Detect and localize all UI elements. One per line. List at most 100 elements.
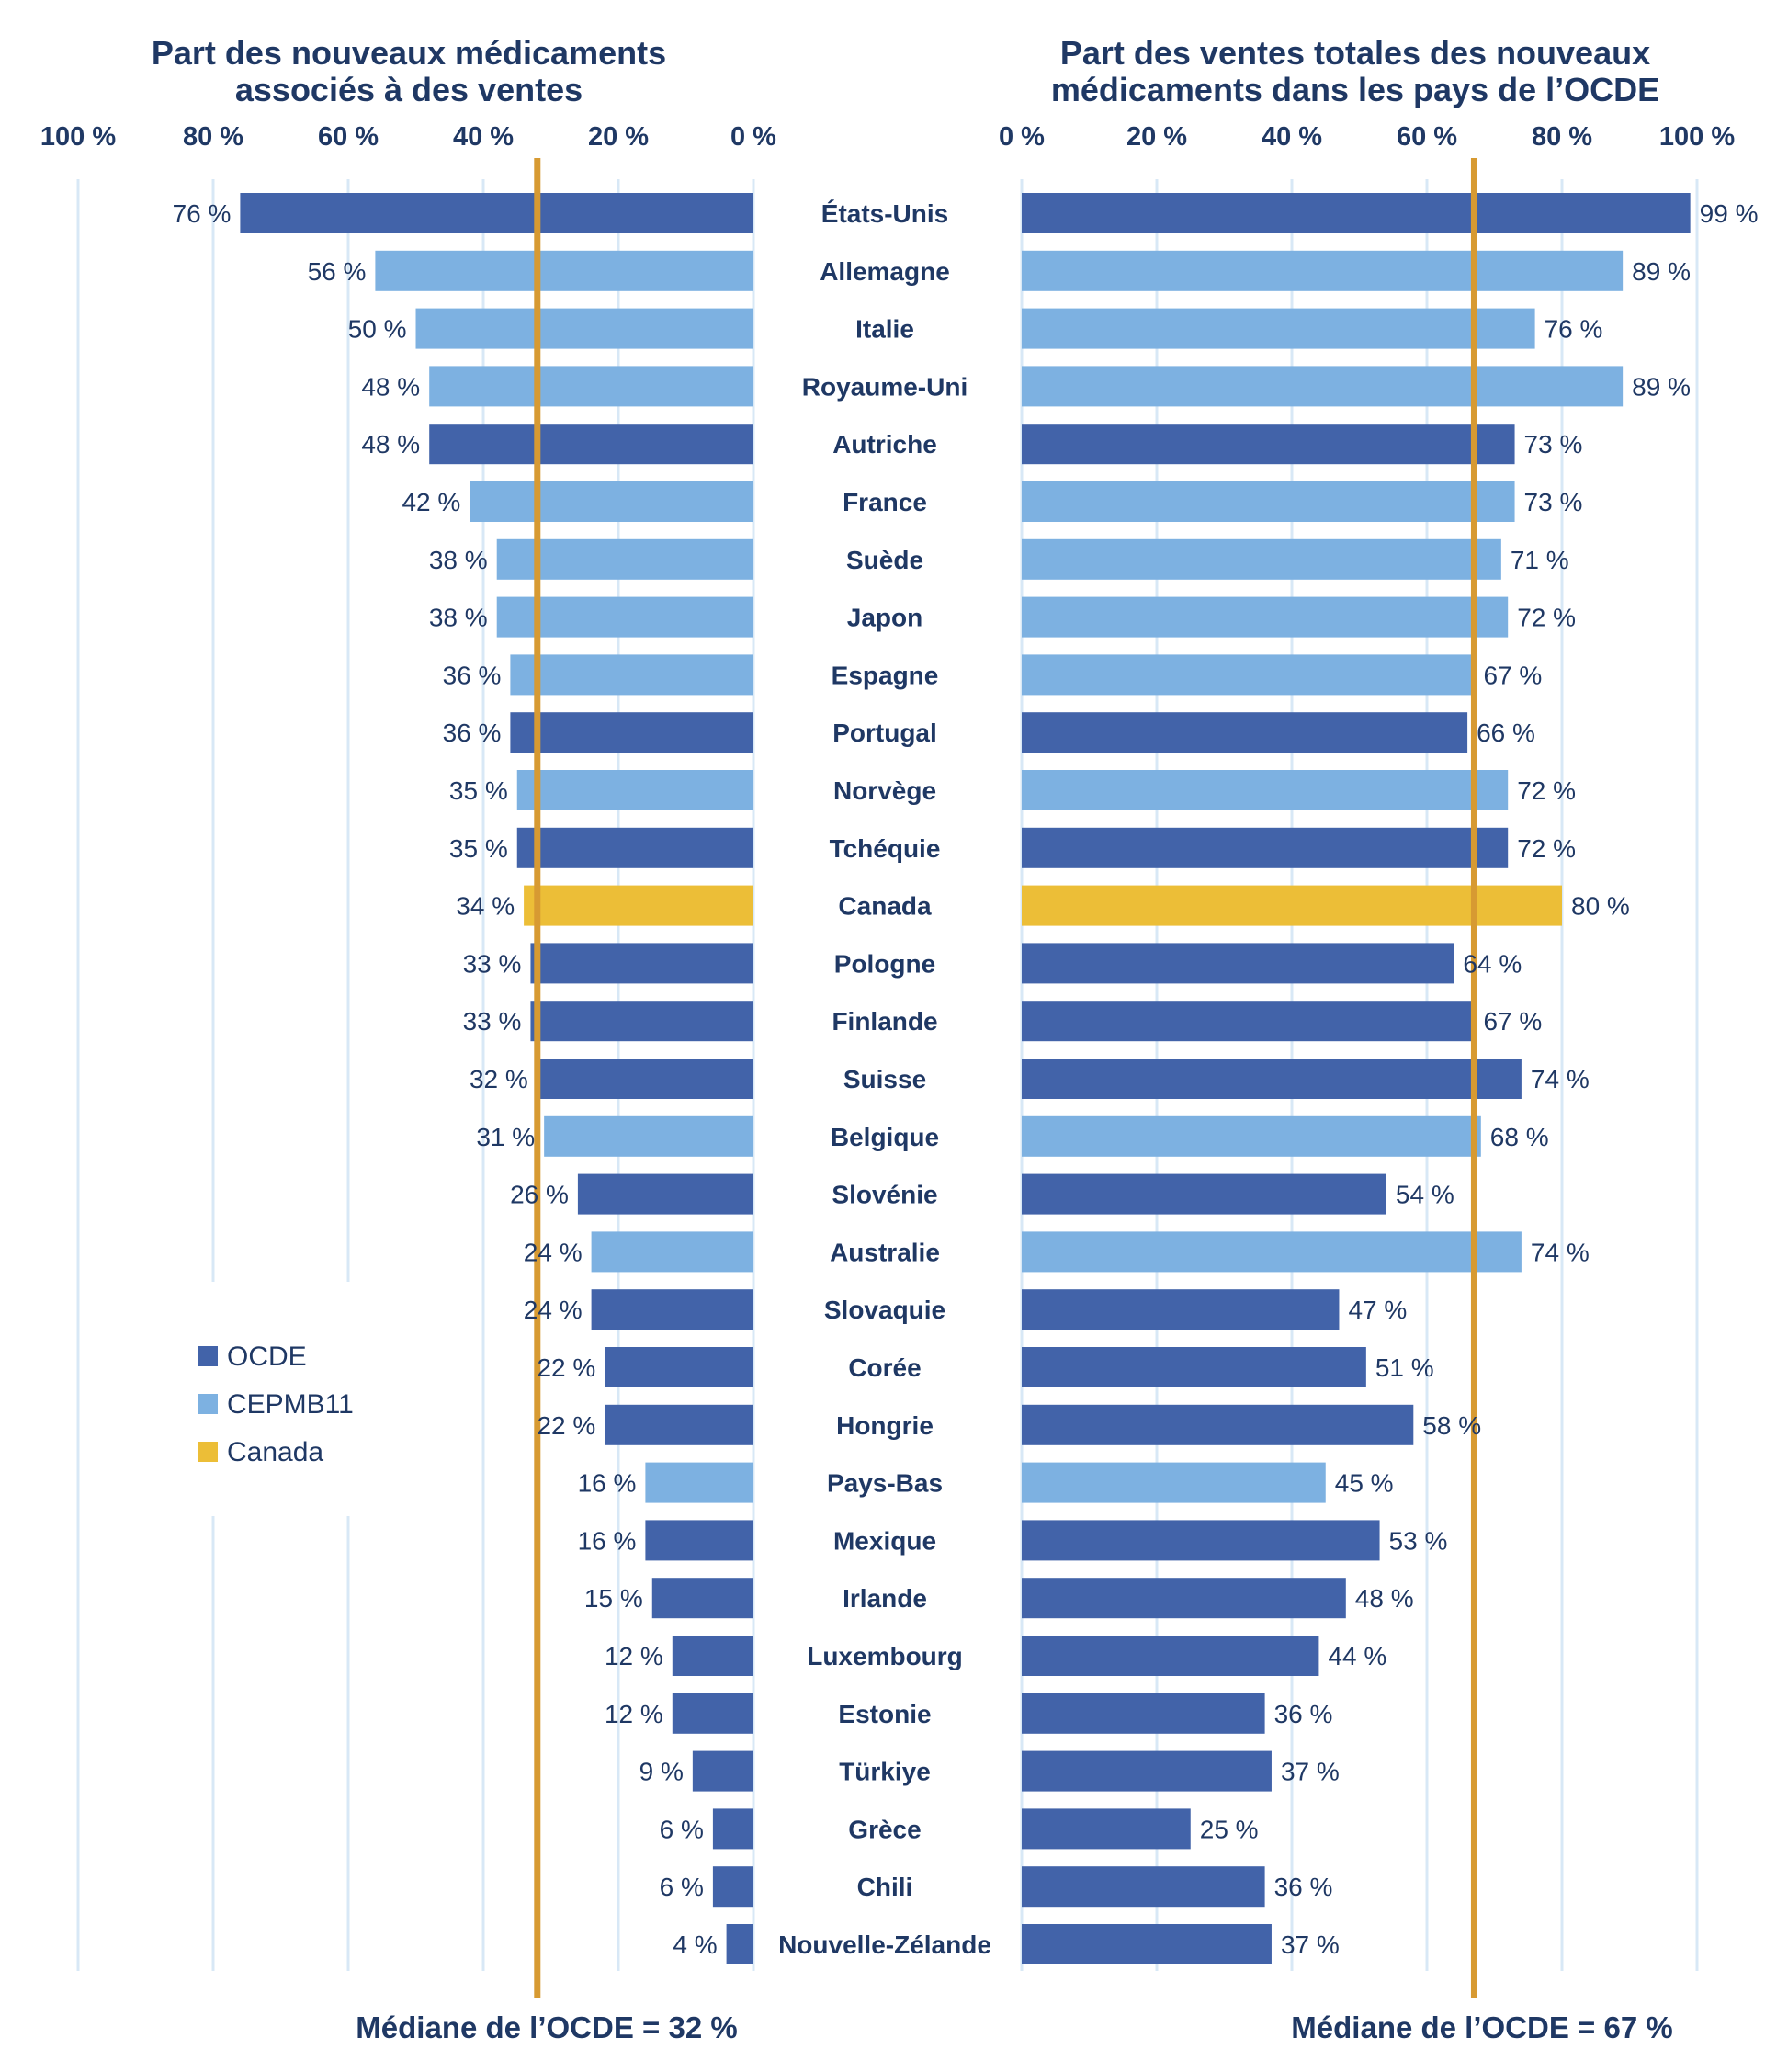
left-bar xyxy=(240,193,753,233)
right-tick-label: 40 % xyxy=(1262,122,1322,152)
country-label: Chili xyxy=(857,1873,913,1901)
right-bar xyxy=(1022,596,1509,638)
left-value-label: 16 % xyxy=(578,1469,637,1498)
left-value-label: 9 % xyxy=(639,1758,684,1786)
right-value-label: 47 % xyxy=(1348,1296,1407,1324)
right-value-label: 67 % xyxy=(1483,1007,1542,1036)
legend-swatch xyxy=(198,1442,218,1462)
right-value-label: 36 % xyxy=(1274,1873,1333,1901)
right-bar xyxy=(1022,1115,1481,1157)
right-bar xyxy=(1022,1404,1414,1445)
left-tick-label: 0 % xyxy=(730,122,776,152)
left-value-label: 48 % xyxy=(361,372,420,401)
right-bar xyxy=(1022,250,1624,291)
left-value-label: 42 % xyxy=(402,488,460,516)
country-label: Türkiye xyxy=(839,1758,931,1786)
right-tick-label: 100 % xyxy=(1659,122,1735,152)
country-label: Japon xyxy=(847,604,922,632)
left-value-label: 36 % xyxy=(443,719,502,747)
right-bar xyxy=(1022,1231,1522,1273)
right-bar xyxy=(1022,1001,1475,1042)
left-value-label: 22 % xyxy=(537,1411,595,1440)
right-value-label: 80 % xyxy=(1571,892,1630,921)
country-label: France xyxy=(843,488,927,516)
country-label: Slovénie xyxy=(832,1181,937,1209)
right-bar xyxy=(1022,654,1475,696)
right-bar xyxy=(1022,1347,1366,1387)
left-value-label: 24 % xyxy=(524,1238,583,1266)
right-bar xyxy=(1022,712,1468,753)
left-value-label: 38 % xyxy=(429,546,488,574)
left-bar xyxy=(429,366,753,407)
left-value-label: 15 % xyxy=(584,1584,643,1613)
left-bar xyxy=(516,827,753,868)
right-tick-label: 60 % xyxy=(1397,122,1457,152)
left-value-label: 26 % xyxy=(510,1181,569,1209)
legend-label: Canada xyxy=(227,1437,323,1467)
country-label: Tchéquie xyxy=(830,834,941,863)
left-value-label: 33 % xyxy=(463,1007,522,1036)
right-value-label: 25 % xyxy=(1200,1815,1259,1843)
left-value-label: 35 % xyxy=(449,776,508,805)
left-bar xyxy=(712,1866,753,1908)
legend-label: OCDE xyxy=(227,1342,307,1372)
left-bar xyxy=(516,770,753,810)
right-value-label: 89 % xyxy=(1632,372,1691,401)
right-bar xyxy=(1022,1289,1340,1330)
left-value-label: 38 % xyxy=(429,604,488,632)
right-bar xyxy=(1022,1173,1386,1215)
left-bar xyxy=(577,1173,753,1215)
right-bar xyxy=(1022,308,1535,349)
left-bar xyxy=(530,1001,753,1042)
left-bar xyxy=(375,250,753,291)
left-value-label: 4 % xyxy=(673,1930,717,1959)
left-value-label: 34 % xyxy=(456,892,515,921)
left-bar xyxy=(605,1404,753,1445)
left-bar xyxy=(537,1059,753,1099)
right-bar xyxy=(1022,193,1691,233)
left-value-label: 12 % xyxy=(605,1700,663,1728)
country-label: Norvège xyxy=(833,776,936,805)
right-value-label: 72 % xyxy=(1517,776,1576,805)
right-value-label: 76 % xyxy=(1545,315,1603,344)
left-tick-label: 40 % xyxy=(453,122,514,152)
right-tick-label: 0 % xyxy=(999,122,1045,152)
right-value-label: 51 % xyxy=(1375,1353,1434,1382)
country-label: Belgique xyxy=(831,1123,939,1151)
country-label: Pays-Bas xyxy=(827,1469,943,1498)
right-bar xyxy=(1022,1578,1346,1619)
right-value-label: 44 % xyxy=(1328,1642,1386,1670)
right-value-label: 37 % xyxy=(1281,1758,1340,1786)
left-bar xyxy=(651,1578,753,1619)
left-bar xyxy=(544,1115,753,1157)
left-bar xyxy=(591,1231,753,1273)
country-label: Australie xyxy=(830,1238,940,1266)
country-label: États-Unis xyxy=(821,199,948,228)
bars xyxy=(240,193,1691,1964)
left-bar xyxy=(530,943,753,984)
right-bar xyxy=(1022,424,1515,465)
right-value-label: 64 % xyxy=(1463,949,1522,978)
right-bar xyxy=(1022,1693,1265,1734)
left-tick-label: 60 % xyxy=(318,122,379,152)
right-bar xyxy=(1022,1636,1319,1676)
median-lines xyxy=(534,158,1477,1998)
right-value-label: 99 % xyxy=(1700,199,1759,228)
left-value-label: 76 % xyxy=(173,199,232,228)
right-value-label: 37 % xyxy=(1281,1930,1340,1959)
right-value-label: 72 % xyxy=(1517,834,1576,863)
left-bar xyxy=(605,1347,753,1387)
country-label: Portugal xyxy=(832,719,937,747)
left-bar xyxy=(510,712,753,753)
left-value-label: 32 % xyxy=(470,1065,528,1093)
left-value-label: 33 % xyxy=(463,949,522,978)
left-bar xyxy=(470,481,753,522)
right-bar xyxy=(1022,1924,1272,1964)
legend-swatch xyxy=(198,1346,218,1366)
left-bar xyxy=(645,1462,753,1503)
left-bar xyxy=(645,1520,753,1561)
left-bar xyxy=(712,1808,753,1850)
left-value-label: 6 % xyxy=(660,1815,704,1843)
